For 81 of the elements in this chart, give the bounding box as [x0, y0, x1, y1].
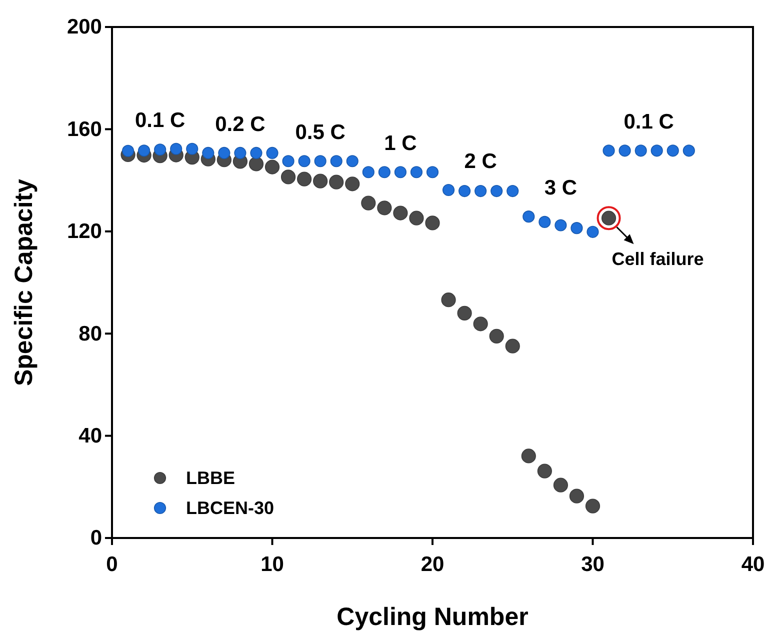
annotation: 1 C [384, 132, 417, 156]
point [682, 144, 695, 157]
point [378, 166, 390, 178]
point [138, 144, 150, 157]
point [394, 166, 406, 178]
point [570, 222, 583, 234]
point [569, 488, 584, 504]
point [489, 328, 504, 344]
x-axis-title: Cycling Number [336, 603, 529, 631]
y-tick-label: 40 [78, 424, 102, 448]
point [457, 306, 472, 320]
point [377, 200, 392, 216]
x-tick-label: 40 [741, 553, 765, 576]
point [521, 448, 536, 464]
point [650, 144, 663, 157]
point [393, 206, 408, 220]
point [234, 146, 246, 159]
annotation: 2 C [464, 150, 497, 174]
point [264, 160, 280, 174]
point [170, 142, 182, 155]
point [490, 185, 503, 198]
annotation: 0.1 C [134, 108, 186, 132]
point [154, 144, 166, 156]
annotation: 0.2 C [215, 112, 266, 136]
point [458, 185, 471, 198]
point [202, 146, 214, 159]
point [442, 184, 455, 196]
point [537, 464, 552, 478]
point [505, 338, 520, 354]
point [282, 155, 294, 168]
y-axis-title: Specific Capacity [10, 178, 38, 386]
point [361, 196, 376, 210]
legend-label: LBCEN-30 [186, 498, 274, 518]
point [538, 216, 551, 228]
y-tick-label: 0 [90, 526, 102, 550]
point [425, 216, 440, 230]
point [346, 155, 358, 168]
annotation: 0.1 C [624, 110, 674, 134]
point [330, 155, 342, 168]
legend-label: LBBE [186, 468, 235, 488]
y-tick-label: 160 [66, 118, 102, 141]
point [329, 174, 344, 190]
point [474, 185, 487, 198]
point [409, 210, 424, 226]
point [522, 210, 535, 223]
point [426, 166, 439, 178]
point [554, 219, 567, 232]
point [280, 170, 296, 184]
annotation: Cell failure [612, 249, 704, 270]
point [585, 498, 600, 514]
annotation: 0.5 C [295, 121, 346, 144]
point [122, 144, 134, 157]
point [314, 155, 326, 168]
y-tick-label: 120 [66, 220, 102, 244]
point [186, 142, 198, 155]
point [618, 144, 631, 157]
point [345, 176, 360, 192]
point [218, 146, 230, 159]
point [602, 144, 615, 157]
point [250, 146, 262, 159]
x-tick-label: 20 [420, 553, 444, 576]
point [248, 156, 264, 172]
x-tick-label: 30 [581, 553, 604, 576]
point [666, 144, 679, 157]
point [296, 172, 312, 186]
point [313, 174, 328, 188]
y-tick-label: 80 [78, 322, 102, 346]
x-tick-label: 0 [106, 553, 118, 576]
point [362, 166, 374, 178]
point [266, 146, 278, 159]
annotation: 3 C [544, 176, 578, 200]
point [634, 144, 647, 157]
point [410, 166, 423, 178]
point [298, 155, 310, 168]
point [506, 185, 519, 198]
point [473, 316, 488, 332]
y-tick-label: 200 [66, 16, 102, 39]
x-tick-label: 10 [260, 553, 284, 576]
point [553, 478, 568, 492]
point [441, 292, 456, 308]
point [586, 226, 599, 238]
